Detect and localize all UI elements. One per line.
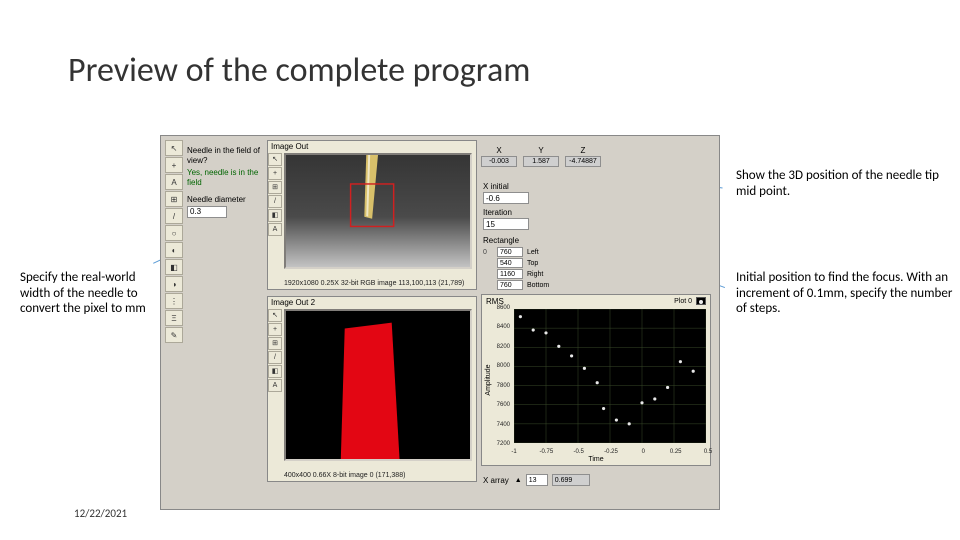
chart-ytick: 8000	[484, 363, 510, 369]
needle-diameter-input[interactable]: 0.3	[187, 206, 227, 218]
rect-index: 0	[483, 249, 493, 256]
image-out-panel: Image Out ↖+⊞/◧A 19	[267, 140, 477, 290]
info-block: Needle in the field of view? Yes, needle…	[187, 146, 263, 218]
toolbar-button[interactable]: ◧	[165, 259, 183, 275]
xinitial-input[interactable]: -0.6	[483, 192, 529, 204]
chart-ytick: 7400	[484, 422, 510, 428]
rect-value[interactable]: 760	[497, 247, 523, 257]
rms-chart: RMS Plot 0 Amplitude Time 72007400760078…	[481, 294, 711, 466]
chart-legend: Plot 0	[674, 297, 706, 305]
xyz-y-header: Y	[523, 146, 559, 155]
chart-xtick: -0.25	[601, 449, 621, 455]
x-array-value: 0.699	[552, 474, 590, 486]
rect-side-label: Bottom	[527, 282, 555, 289]
chart-xlabel: Time	[482, 456, 710, 463]
panel-tool-button[interactable]: +	[268, 167, 282, 180]
needle-diameter-label: Needle diameter	[187, 195, 263, 205]
image-out-2-view[interactable]	[284, 309, 472, 461]
chart-xtick: 0.5	[698, 449, 718, 455]
toolbar-button[interactable]: ⋮	[165, 293, 183, 309]
legend-label: Plot 0	[674, 298, 692, 305]
rectangle-label: Rectangle	[483, 236, 579, 245]
caption-right-bottom: Initial position to find the focus. With…	[736, 270, 956, 317]
rect-side-label: Right	[527, 271, 555, 278]
iteration-block: Iteration 15	[483, 208, 529, 230]
spin-up-icon[interactable]: ▲	[515, 477, 522, 484]
xinitial-block: X initial -0.6	[483, 182, 529, 204]
rect-side-label: Top	[527, 260, 555, 267]
chart-ytick: 8200	[484, 344, 510, 350]
chart-ytick: 8600	[484, 305, 510, 311]
iteration-label: Iteration	[483, 208, 529, 217]
image-out-caption: 1920x1080 0.25X 32-bit RGB image 113,100…	[284, 280, 464, 287]
panel-tool-button[interactable]: ↖	[268, 309, 282, 322]
xinitial-label: X initial	[483, 182, 529, 191]
xyz-readout: X-0.003 Y1.587 Z-4.74887	[481, 146, 611, 167]
toolbar-button[interactable]: Ξ	[165, 310, 183, 326]
panel-tool-button[interactable]: ◧	[268, 209, 282, 222]
chart-xtick: 0.25	[666, 449, 686, 455]
toolbar-button[interactable]: ○	[165, 225, 183, 241]
xyz-y-value: 1.587	[523, 156, 559, 167]
toolbar-button[interactable]: A	[165, 174, 183, 190]
panel-tool-button[interactable]: /	[268, 195, 282, 208]
chart-xtick: -0.75	[536, 449, 556, 455]
toolbar-button[interactable]: ⊞	[165, 191, 183, 207]
chart-xtick: -1	[504, 449, 524, 455]
main-toolbar: ↖+A⊞/○◐◧◑⋮Ξ✎	[165, 140, 183, 343]
rect-value[interactable]: 540	[497, 258, 523, 268]
x-array-index[interactable]: 13	[526, 474, 548, 486]
toolbar-button[interactable]: +	[165, 157, 183, 173]
panel-tool-button[interactable]: +	[268, 323, 282, 336]
xyz-z-header: Z	[565, 146, 601, 155]
rect-side-label: Left	[527, 249, 555, 256]
panel-tool-button[interactable]: A	[268, 223, 282, 236]
panel-tool-button[interactable]: A	[268, 379, 282, 392]
app-panel: ↖+A⊞/○◐◧◑⋮Ξ✎ Needle in the field of view…	[160, 135, 720, 510]
chart-plot-area[interactable]	[514, 309, 706, 443]
panel-tool-button[interactable]: ◧	[268, 365, 282, 378]
image-out-title: Image Out	[268, 141, 476, 152]
xyz-x-value: -0.003	[481, 156, 517, 167]
image-out-2-panel: Image Out 2 ↖+⊞/◧A 400x400 0.66X 8-bit i…	[267, 296, 477, 482]
xyz-x-header: X	[481, 146, 517, 155]
image-out-view[interactable]	[284, 153, 472, 269]
slide-title: Preview of the complete program	[68, 50, 530, 91]
rect-value[interactable]: 1160	[497, 269, 523, 279]
image-out-2-title: Image Out 2	[268, 297, 476, 308]
needle-fov-label: Needle in the field of view?	[187, 146, 263, 167]
panel-tool-button[interactable]: ⊞	[268, 337, 282, 350]
iteration-input[interactable]: 15	[483, 218, 529, 230]
image-out-2-caption: 400x400 0.66X 8-bit image 0 (171,388)	[284, 472, 405, 479]
needle-fov-value: Yes, needle is in the field	[187, 168, 263, 189]
x-array-label: X array	[483, 476, 509, 485]
rect-value[interactable]: 760	[497, 280, 523, 290]
toolbar-button[interactable]: ✎	[165, 327, 183, 343]
caption-right-top: Show the 3D position of the needle tip m…	[736, 168, 946, 199]
toolbar-button[interactable]: ◐	[165, 242, 183, 258]
x-array-block: X array ▲ 13 0.699	[483, 474, 590, 486]
legend-swatch	[696, 297, 706, 305]
chart-ytick: 7200	[484, 441, 510, 447]
chart-ytick: 8400	[484, 324, 510, 330]
toolbar-button[interactable]: ◑	[165, 276, 183, 292]
chart-xtick: 0	[633, 449, 653, 455]
chart-ytick: 7600	[484, 402, 510, 408]
toolbar-button[interactable]: ↖	[165, 140, 183, 156]
xyz-z-value: -4.74887	[565, 156, 601, 167]
panel-tool-button[interactable]: ⊞	[268, 181, 282, 194]
chart-xtick: -0.5	[569, 449, 589, 455]
caption-left: Specify the real-world width of the need…	[20, 270, 150, 317]
toolbar-button[interactable]: /	[165, 208, 183, 224]
slide-date: 12/22/2021	[74, 507, 127, 520]
chart-ytick: 7800	[484, 383, 510, 389]
panel-tool-button[interactable]: /	[268, 351, 282, 364]
rectangle-block: Rectangle 0 760 Left 540 Top 1160 Right 760 Bott…	[483, 236, 579, 290]
panel-tool-button[interactable]: ↖	[268, 153, 282, 166]
